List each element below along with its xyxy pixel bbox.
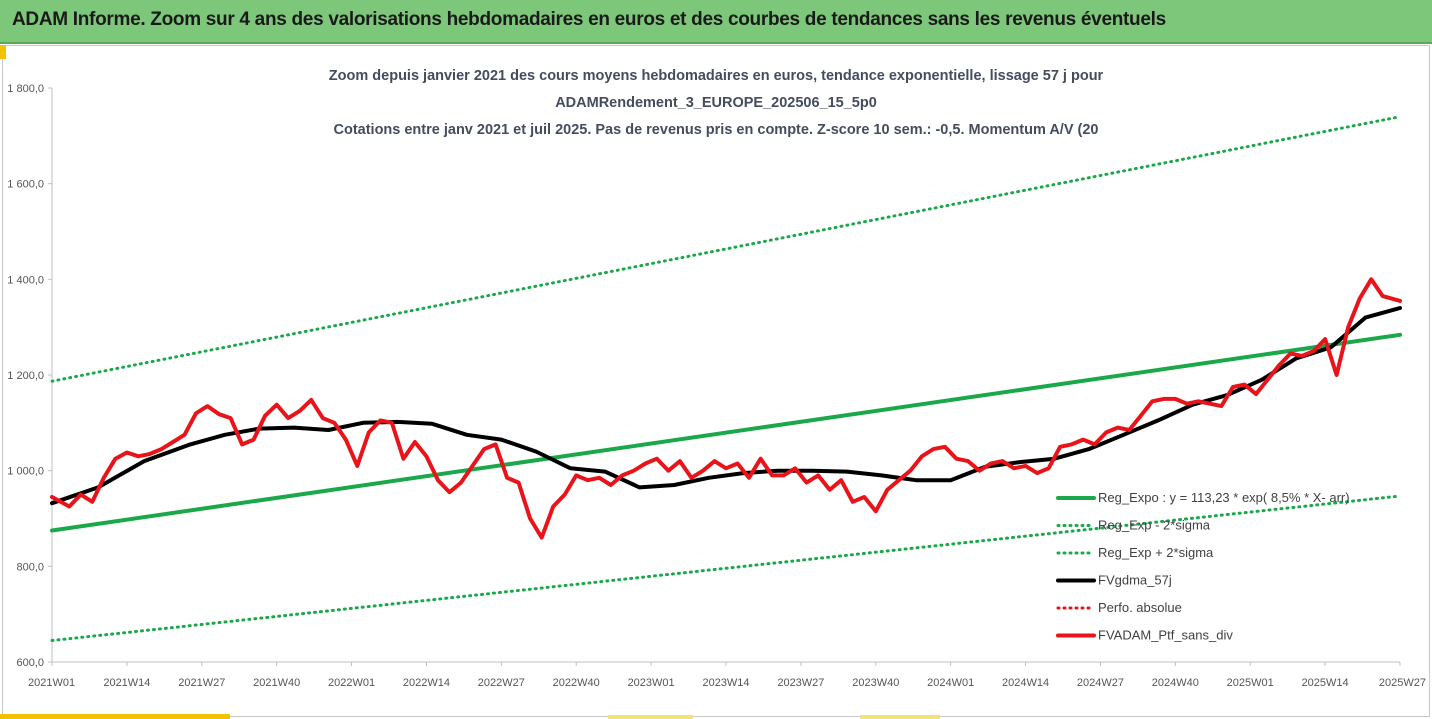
x-tick-label: 2023W27	[777, 677, 824, 689]
x-tick-label: 2025W14	[1302, 677, 1349, 689]
series-reg-expo	[50, 332, 1402, 533]
legend-fvadam-label: FVADAM_Ptf_sans_div	[1098, 628, 1233, 643]
y-tick-label: 1 600,0	[7, 179, 44, 191]
legend-reg-exp-plus-label: Reg_Exp + 2*sigma	[1098, 545, 1214, 560]
x-tick-label: 2022W14	[403, 677, 450, 689]
x-tick-label: 2021W40	[253, 677, 300, 689]
x-tick-label: 2022W40	[553, 677, 600, 689]
legend-perfo-absolue-label: Perfo. absolue	[1098, 600, 1182, 615]
accent-bar-bottom	[0, 714, 230, 719]
x-tick-label: 2023W01	[628, 677, 675, 689]
accent-bar-bottom-3	[860, 715, 940, 719]
y-tick-label: 1 400,0	[7, 274, 44, 286]
x-tick-label: 2025W01	[1227, 677, 1274, 689]
x-tick-label: 2024W27	[1077, 677, 1124, 689]
legend-reg-exp-minus-label: Reg_Exp - 2*sigma	[1098, 518, 1211, 533]
series-reg-exp-minus-2sigma	[50, 494, 1402, 642]
legend-reg-expo-label: Reg_Expo : y = 113,23 * exp( 8,5% * X- a…	[1098, 490, 1350, 505]
x-tick-label: 2022W27	[478, 677, 525, 689]
title-banner: ADAM Informe. Zoom sur 4 ans des valoris…	[0, 0, 1432, 44]
y-tick-label: 1 000,0	[7, 466, 44, 478]
series-reg-exp-plus-2sigma	[50, 115, 1402, 383]
y-tick-label: 1 200,0	[7, 370, 44, 382]
x-tick-label: 2024W01	[927, 677, 974, 689]
y-tick-label: 1 800,0	[7, 83, 44, 95]
x-tick-label: 2024W40	[1152, 677, 1199, 689]
x-tick-label: 2025W27	[1379, 677, 1426, 689]
x-tick-label: 2023W14	[702, 677, 749, 689]
y-tick-label: 800,0	[16, 561, 44, 573]
y-tick-label: 600,0	[16, 657, 44, 669]
banner-title: ADAM Informe. Zoom sur 4 ans des valoris…	[12, 9, 1166, 30]
x-tick-label: 2021W14	[103, 677, 150, 689]
series-fvgdma-57j	[50, 306, 1402, 506]
accent-bar-bottom-2	[608, 715, 693, 719]
chart-title-line-2: ADAMRendement_3_EUROPE_202506_15_5p0	[555, 95, 877, 111]
series-fvadam-ptf-sans-div	[50, 277, 1402, 540]
x-tick-label: 2024W14	[1002, 677, 1049, 689]
chart-frame	[2, 45, 1430, 717]
chart-title-line-3: Cotations entre janv 2021 et juil 2025. …	[333, 122, 1098, 138]
x-tick-label: 2022W01	[328, 677, 375, 689]
x-tick-label: 2023W40	[852, 677, 899, 689]
x-tick-label: 2021W27	[178, 677, 225, 689]
chart-title-line-1: Zoom depuis janvier 2021 des cours moyen…	[329, 68, 1104, 84]
x-tick-label: 2021W01	[28, 677, 75, 689]
accent-bar-left	[0, 45, 6, 59]
legend-fvgdma-label: FVgdma_57j	[1098, 573, 1172, 588]
